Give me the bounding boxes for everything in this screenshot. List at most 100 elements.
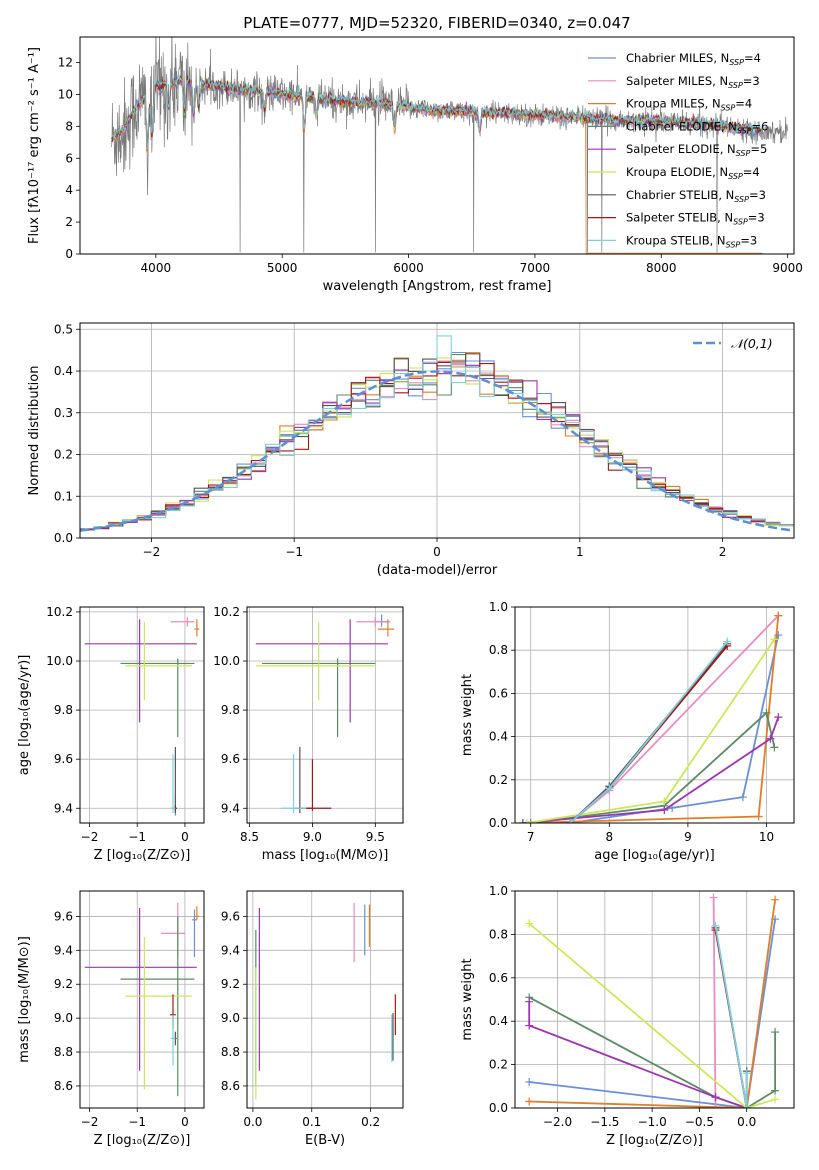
y-tick-label: 0.4 bbox=[489, 1014, 508, 1028]
plot-area bbox=[255, 614, 395, 814]
weight-point-marker bbox=[711, 1104, 720, 1108]
x-axis-label: Z [log₁₀(Z/Z⊙)] bbox=[94, 1133, 191, 1148]
plot-area bbox=[255, 902, 396, 1100]
weight-point-marker bbox=[774, 713, 783, 722]
weight-series-line bbox=[712, 897, 747, 1108]
weight-point-marker bbox=[660, 806, 669, 815]
plot-area bbox=[84, 902, 200, 1097]
y-tick-label: 0.0 bbox=[489, 816, 508, 830]
y-tick-label: 9.4 bbox=[221, 943, 240, 957]
y-axis-label: age [log₁₀(age/yr)] bbox=[17, 655, 32, 776]
weight-series-line bbox=[522, 716, 780, 823]
weight-point-marker bbox=[525, 1077, 534, 1086]
weight-point-marker bbox=[774, 611, 783, 620]
x-tick-label: 10 bbox=[759, 830, 774, 844]
axes-frame bbox=[514, 606, 795, 824]
normal-curve bbox=[80, 370, 792, 532]
x-tick-label: −2 bbox=[81, 1115, 99, 1129]
weight-point-marker bbox=[522, 819, 531, 823]
y-tick-label: 9.4 bbox=[221, 801, 240, 815]
weight-point-marker bbox=[605, 784, 614, 793]
x-tick-label: 4000 bbox=[141, 261, 172, 275]
y-tick-label: 9.4 bbox=[54, 801, 73, 815]
y-axis-label: Flux [fλ10⁻¹⁷ erg cm⁻² s⁻¹ A⁻¹] bbox=[27, 47, 42, 244]
x-tick-label: 9.5 bbox=[366, 830, 385, 844]
weight-series-line bbox=[526, 638, 776, 823]
x-tick-label: 0 bbox=[433, 545, 441, 559]
x-tick-label: −2.0 bbox=[543, 1115, 572, 1129]
y-tick-label: 0.2 bbox=[489, 773, 508, 787]
legend-entry: Salpeter ELODIE, NSSP=5 bbox=[626, 142, 767, 158]
y-tick-label: 10.2 bbox=[46, 605, 73, 619]
y-tick-label: 8 bbox=[65, 119, 73, 133]
model-spectrum-line bbox=[111, 73, 763, 150]
axes-frame bbox=[79, 322, 795, 539]
y-tick-label: 9.8 bbox=[221, 703, 240, 717]
x-tick-label: −1 bbox=[285, 545, 303, 559]
y-tick-label: 0.2 bbox=[54, 448, 73, 462]
x-tick-label: 6000 bbox=[393, 261, 424, 275]
weight-point-marker bbox=[771, 1095, 780, 1104]
weight-point-marker bbox=[771, 895, 780, 904]
legend-entry: Kroupa MILES, NSSP=4 bbox=[626, 97, 752, 113]
weight-series-line bbox=[714, 925, 748, 1108]
y-axis-label: mass weight bbox=[460, 958, 475, 1040]
plot-area bbox=[518, 611, 783, 823]
residual-histogram bbox=[80, 361, 794, 531]
x-axis-label: mass [log₁₀(M/M⊙)] bbox=[262, 848, 389, 863]
x-axis-label: (data-model)/error bbox=[377, 563, 498, 578]
x-tick-label: −1.5 bbox=[590, 1115, 619, 1129]
panel-mass_vs_EBV: 0.0 0.1 0.2 8.6 8.8 9.0 9.2 9.4 9.6 E(B-V) bbox=[221, 890, 404, 1148]
x-tick-label: 8.5 bbox=[240, 830, 259, 844]
legend-entry: Chabrier STELIB, NSSP=3 bbox=[626, 188, 766, 204]
y-tick-label: 0.4 bbox=[54, 364, 73, 378]
weight-point-marker bbox=[566, 819, 575, 823]
y-tick-label: 1.0 bbox=[489, 884, 508, 898]
x-tick-label: 0.2 bbox=[361, 1115, 380, 1129]
y-tick-label: 0.0 bbox=[54, 531, 73, 545]
weight-series-line bbox=[529, 919, 776, 1108]
y-tick-label: 9.4 bbox=[54, 943, 73, 957]
weight-point-marker bbox=[754, 812, 763, 821]
y-tick-label: 0.2 bbox=[489, 1058, 508, 1072]
weight-point-marker bbox=[771, 1086, 780, 1095]
weight-point-marker bbox=[742, 1104, 751, 1108]
x-axis-label: E(B-V) bbox=[305, 1133, 345, 1148]
x-tick-label: 9.0 bbox=[303, 830, 322, 844]
y-tick-label: 0.0 bbox=[489, 1101, 508, 1115]
weight-point-marker bbox=[525, 997, 534, 1006]
weight-series-line bbox=[530, 711, 776, 823]
weight-series-line bbox=[522, 615, 780, 823]
weight-point-marker bbox=[738, 793, 747, 802]
y-tick-label: 9.6 bbox=[54, 752, 73, 766]
weight-point-marker bbox=[660, 797, 669, 806]
weight-point-marker bbox=[723, 637, 732, 646]
panel-age_vs_Z: −2 −1 0 9.4 9.6 9.8 10.0 10.2 Z [log₁₀(Z/Z⊙)] age… bbox=[17, 605, 205, 863]
weight-point-marker bbox=[771, 1028, 780, 1037]
panel-weight_vs_age: 7 8 9 10 0.0 0.2 0.4 0.6 0.8 1.0 age [log₁₀(age/yr… bbox=[460, 600, 795, 863]
panel-spectrum: 4000 5000 6000 7000 8000 9000 0 2 4 6 8 10 12 wavelen… bbox=[27, 36, 803, 294]
y-tick-label: 2 bbox=[65, 215, 73, 229]
x-tick-label: 9 bbox=[684, 830, 692, 844]
figure-title: PLATE=0777, MJD=52320, FIBERID=0340, z=0… bbox=[243, 14, 630, 32]
y-tick-label: 9.8 bbox=[54, 703, 73, 717]
plot-area bbox=[84, 616, 200, 816]
y-axis-label: mass [log₁₀(M/M⊙)] bbox=[17, 936, 32, 1063]
y-tick-label: 9.6 bbox=[221, 752, 240, 766]
y-tick-label: 0.4 bbox=[489, 730, 508, 744]
y-axis-label: mass weight bbox=[460, 674, 475, 756]
legend-entry: Chabrier ELODIE, NSSP=6 bbox=[626, 119, 768, 135]
x-tick-label: 1 bbox=[576, 545, 584, 559]
axes-frame bbox=[514, 890, 795, 1109]
y-tick-label: 0 bbox=[65, 247, 73, 261]
weight-point-marker bbox=[742, 1069, 751, 1078]
y-tick-label: 1.0 bbox=[489, 600, 508, 614]
panel-residuals: −2 −1 0 1 2 0.0 0.1 0.2 0.3 0.4 0.5 (data-model)/er… bbox=[27, 322, 795, 578]
y-tick-label: 0.6 bbox=[489, 686, 508, 700]
plot-area bbox=[80, 335, 794, 532]
axes-frame bbox=[79, 606, 205, 824]
y-tick-label: 9.0 bbox=[54, 1011, 73, 1025]
y-tick-label: 9.2 bbox=[54, 977, 73, 991]
y-tick-label: 10.2 bbox=[213, 605, 240, 619]
